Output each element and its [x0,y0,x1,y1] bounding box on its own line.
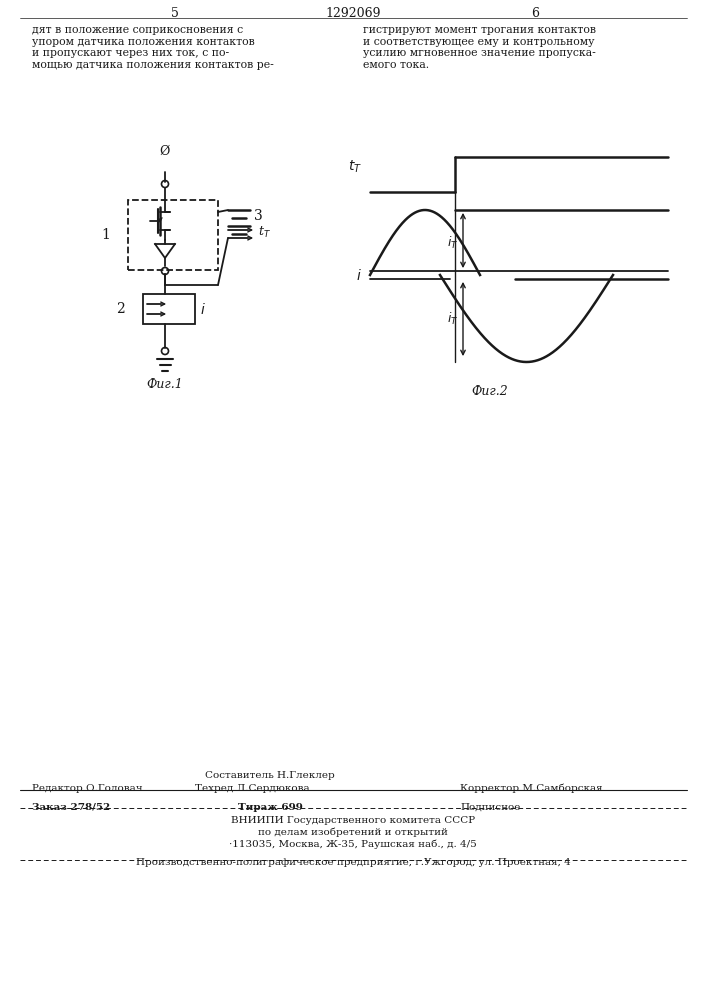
Text: 1: 1 [101,228,110,242]
Text: Ø: Ø [160,145,170,158]
Text: $i_T$: $i_T$ [447,310,458,327]
Text: Корректор М.Самборская: Корректор М.Самборская [460,784,602,793]
Text: Техред Л.Сердюкова: Техред Л.Сердюкова [195,784,310,793]
Text: ВНИИПИ Государственного комитета СССР: ВНИИПИ Государственного комитета СССР [231,816,475,825]
Text: гистрируют момент трогания контактов
и соответствующее ему и контрольному
усилию: гистрируют момент трогания контактов и с… [363,25,596,70]
Text: $i$: $i$ [200,302,206,316]
Text: 2: 2 [116,302,125,316]
Text: Фиг.2: Фиг.2 [472,385,508,398]
Text: 1292069: 1292069 [325,7,381,20]
Text: Производственно-полиграфическое предприятие, г.Ужгород, ул. Проектная, 4: Производственно-полиграфическое предприя… [136,858,571,867]
Text: 3: 3 [254,209,263,223]
Text: 5: 5 [171,7,179,20]
Text: Подписное: Подписное [460,803,520,812]
Text: Фиг.1: Фиг.1 [146,378,183,391]
Text: ·113035, Москва, Ж-35, Раушская наб., д. 4/5: ·113035, Москва, Ж-35, Раушская наб., д.… [229,840,477,849]
Text: Составитель Н.Глеклер: Составитель Н.Глеклер [205,771,335,780]
Bar [143,294,195,324]
Text: $t_T$: $t_T$ [348,158,362,175]
Bar [128,200,218,270]
Text: t$_T$: t$_T$ [258,224,271,240]
Text: $i$: $i$ [356,267,362,282]
Text: Тираж 699: Тираж 699 [238,803,303,812]
Text: Редактор О.Головач: Редактор О.Головач [32,784,143,793]
Text: по делам изобретений и открытий: по делам изобретений и открытий [258,828,448,837]
Text: дят в положение соприкосновения с
упором датчика положения контактов
и пропускаю: дят в положение соприкосновения с упором… [32,25,274,70]
Text: 6: 6 [531,7,539,20]
Text: $i_T$: $i_T$ [447,234,458,251]
Text: Заказ 278/52: Заказ 278/52 [32,803,110,812]
